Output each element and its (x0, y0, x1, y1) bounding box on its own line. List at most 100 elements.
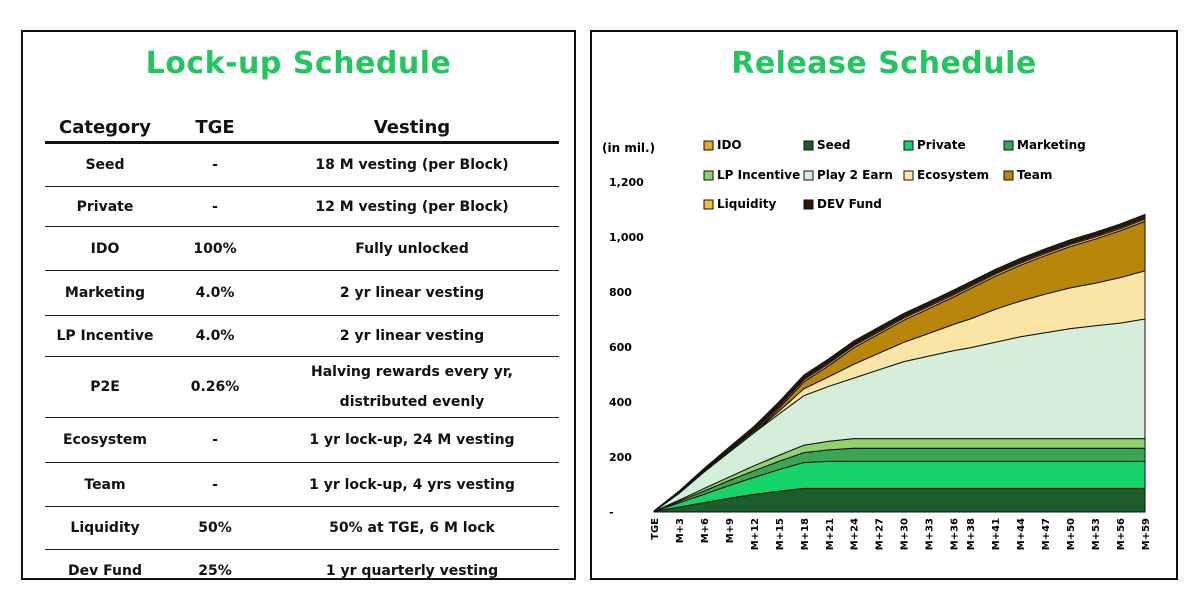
table-row: Private - 12 M vesting (per Block) (45, 187, 559, 227)
x-tick-label: M+44 (1016, 518, 1027, 550)
lockup-panel: Lock-up Schedule Category TGE Vesting Se… (21, 30, 576, 580)
cell-tge: 4.0% (195, 285, 235, 301)
legend-item: Team (1003, 168, 1052, 182)
x-tick-label: M+21 (825, 518, 836, 550)
table-header: Category TGE Vesting (45, 104, 559, 144)
y-axis-label: (in mil.) (602, 141, 655, 155)
legend-item: DEV Fund (803, 197, 882, 211)
table-row: Ecosystem - 1 yr lock-up, 24 M vesting (45, 418, 559, 463)
x-tick-label: M+50 (1066, 518, 1077, 550)
x-tick-label: M+53 (1091, 518, 1102, 550)
x-tick-label: M+15 (775, 518, 786, 550)
legend-label: Team (1017, 168, 1052, 182)
table-row: LP Incentive 4.0% 2 yr linear vesting (45, 316, 559, 357)
legend-swatch (803, 140, 814, 151)
x-tick-label: M+6 (700, 518, 711, 543)
x-tick-label: TGE (650, 518, 661, 540)
header-vesting: Vesting (373, 117, 451, 138)
table-body: Seed - 18 M vesting (per Block) Private - 12 … (45, 144, 559, 592)
x-tick-label: M+9 (725, 518, 736, 543)
legend-label: Liquidity (717, 197, 776, 211)
cell-category: LP Incentive (56, 328, 154, 344)
legend-swatch (903, 170, 914, 181)
x-tick-label: M+56 (1116, 518, 1127, 550)
cell-category: IDO (90, 240, 120, 257)
legend-label: Private (917, 138, 966, 152)
cell-vesting-line: Fully unlocked (355, 240, 469, 257)
legend-swatch (803, 170, 814, 181)
y-tick-label: 800 (609, 286, 632, 299)
legend-label: Play 2 Earn (817, 168, 893, 182)
cell-vesting-line: 1 yr quarterly vesting (325, 563, 499, 579)
y-tick-label: 1,000 (609, 231, 644, 244)
legend-item: Marketing (1003, 138, 1086, 152)
cell-vesting-line: 18 M vesting (per Block) (315, 157, 509, 173)
legend-swatch (1003, 140, 1014, 151)
legend-item: IDO (703, 138, 742, 152)
legend-label: DEV Fund (817, 197, 882, 211)
cell-vesting: 1 yr quarterly vesting (265, 556, 559, 586)
cell-vesting: 1 yr lock-up, 4 yrs vesting (265, 470, 559, 500)
cell-category: P2E (90, 379, 120, 395)
cell-tge: 25% (198, 563, 232, 579)
cell-category: Marketing (64, 285, 146, 301)
cell-category: Liquidity (70, 520, 140, 536)
legend-swatch (703, 140, 714, 151)
legend-swatch (903, 140, 914, 151)
header-category: Category (58, 117, 152, 138)
legend-swatch (803, 199, 814, 210)
table-row: Team - 1 yr lock-up, 4 yrs vesting (45, 463, 559, 507)
legend-label: IDO (717, 138, 742, 152)
cell-tge: - (212, 198, 218, 215)
cell-vesting: 12 M vesting (per Block) (265, 192, 559, 222)
series-area-dev-fund (653, 213, 1146, 512)
cell-vesting-line: 12 M vesting (per Block) (315, 198, 509, 215)
x-tick-label: M+3 (675, 518, 686, 543)
legend-item: Private (903, 138, 966, 152)
cell-tge: - (212, 476, 218, 493)
x-tick-label: M+12 (750, 518, 761, 550)
cell-vesting-line: 1 yr lock-up, 24 M vesting (309, 432, 515, 448)
cell-vesting-line: 50% at TGE, 6 M lock (329, 520, 495, 536)
x-tick-label: M+33 (925, 518, 936, 550)
y-tick-label: 1,200 (609, 176, 644, 189)
legend-item: Play 2 Earn (803, 168, 893, 182)
legend-label: Marketing (1017, 138, 1086, 152)
y-tick-label: 600 (609, 341, 632, 354)
legend-item: Liquidity (703, 197, 776, 211)
cell-tge: 0.26% (190, 379, 240, 395)
release-title: Release Schedule (731, 46, 1037, 81)
cell-vesting-line: 2 yr linear vesting (339, 328, 485, 344)
cell-vesting: 18 M vesting (per Block) (265, 150, 559, 180)
cell-vesting: 2 yr linear vesting (265, 321, 559, 351)
cell-category: Dev Fund (68, 563, 142, 579)
cell-tge: 50% (198, 520, 232, 536)
x-tick-label: M+41 (991, 518, 1002, 550)
table-row: IDO 100% Fully unlocked (45, 227, 559, 271)
x-tick-label: M+24 (850, 518, 861, 550)
cell-vesting: 1 yr lock-up, 24 M vesting (265, 425, 559, 455)
cell-vesting-line: 2 yr linear vesting (339, 285, 485, 301)
release-panel: Release Schedule (in mil.) - 200 400 600 800 1… (590, 30, 1178, 580)
cell-vesting: Fully unlocked (265, 234, 559, 264)
cell-vesting-line: distributed evenly (339, 394, 485, 410)
cell-tge: 100% (193, 240, 237, 257)
cell-tge: 4.0% (195, 328, 235, 344)
x-tick-label: M+47 (1041, 518, 1052, 550)
cell-vesting-line: Halving rewards every yr, (311, 364, 513, 380)
cell-vesting-line: 1 yr lock-up, 4 yrs vesting (309, 476, 515, 493)
cell-vesting: Halving rewards every yr, distributed eve… (265, 357, 559, 417)
cell-vesting: 2 yr linear vesting (265, 278, 559, 308)
table-row: Dev Fund 25% 1 yr quarterly vesting (45, 550, 559, 592)
lockup-table: Category TGE Vesting Seed - 18 M vesting (… (45, 104, 559, 592)
y-tick-label: 200 (609, 451, 632, 464)
cell-category: Seed (85, 157, 125, 173)
legend-swatch (1003, 170, 1014, 181)
cell-vesting: 50% at TGE, 6 M lock (265, 513, 559, 543)
table-row: P2E 0.26% Halving rewards every yr, distrib… (45, 357, 559, 418)
lockup-title: Lock-up Schedule (145, 46, 452, 81)
y-tick-label: - (609, 506, 614, 519)
legend-item: Seed (803, 138, 851, 152)
table-row: Marketing 4.0% 2 yr linear vesting (45, 271, 559, 316)
cell-tge: - (212, 432, 218, 448)
